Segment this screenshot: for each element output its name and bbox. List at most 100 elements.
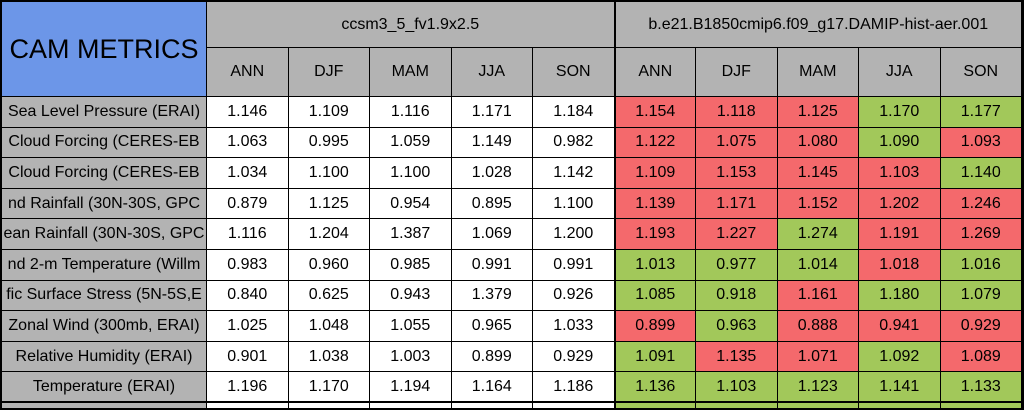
value-cell-ccsm3: 0.991 bbox=[451, 249, 533, 281]
value-cell-damip: 1.139 bbox=[614, 188, 696, 220]
value-cell-damip: 1.075 bbox=[696, 127, 778, 159]
value-cell-damip: 1.079 bbox=[940, 280, 1022, 312]
partial-next-row-label bbox=[2, 402, 207, 408]
value-cell-ccsm3: 1.034 bbox=[207, 158, 289, 189]
value-cell-ccsm3: 1.379 bbox=[451, 280, 533, 312]
partial-next-row-cell bbox=[451, 402, 533, 408]
value-cell-ccsm3: 1.194 bbox=[370, 372, 452, 403]
value-cell-damip: 1.161 bbox=[777, 280, 859, 312]
value-cell-ccsm3: 1.164 bbox=[451, 372, 533, 403]
metric-label: ean Rainfall (30N-30S, GPC bbox=[2, 219, 207, 250]
season-header: SON bbox=[533, 48, 615, 97]
value-cell-damip: 1.145 bbox=[777, 158, 859, 189]
value-cell-damip: 1.246 bbox=[940, 188, 1022, 220]
season-header: ANN bbox=[207, 48, 289, 97]
value-cell-ccsm3: 1.063 bbox=[207, 127, 289, 159]
value-cell-damip: 1.140 bbox=[940, 158, 1022, 189]
value-cell-damip: 1.170 bbox=[859, 97, 941, 128]
value-cell-damip: 1.269 bbox=[940, 219, 1022, 250]
value-cell-ccsm3: 0.954 bbox=[370, 188, 452, 220]
value-cell-ccsm3: 0.965 bbox=[451, 311, 533, 342]
model1-header: ccsm3_5_fv1.9x2.5 bbox=[207, 2, 615, 48]
value-cell-ccsm3: 1.142 bbox=[533, 158, 615, 189]
value-cell-damip: 0.888 bbox=[777, 311, 859, 342]
value-cell-damip: 1.227 bbox=[696, 219, 778, 250]
value-cell-ccsm3: 1.069 bbox=[451, 219, 533, 250]
metric-label: Zonal Wind (300mb, ERAI) bbox=[2, 311, 207, 342]
value-cell-damip: 1.152 bbox=[777, 188, 859, 220]
season-header: JJA bbox=[859, 48, 941, 97]
partial-next-row-cell bbox=[370, 402, 452, 408]
value-cell-damip: 1.154 bbox=[614, 97, 696, 128]
value-cell-damip: 1.153 bbox=[696, 158, 778, 189]
value-cell-ccsm3: 1.171 bbox=[451, 97, 533, 128]
value-cell-damip: 1.109 bbox=[614, 158, 696, 189]
value-cell-ccsm3: 1.059 bbox=[370, 127, 452, 159]
value-cell-damip: 1.071 bbox=[777, 341, 859, 373]
value-cell-damip: 1.191 bbox=[859, 219, 941, 250]
value-cell-ccsm3: 0.840 bbox=[207, 280, 289, 312]
value-cell-damip: 0.899 bbox=[614, 311, 696, 342]
value-cell-damip: 0.977 bbox=[696, 249, 778, 281]
value-cell-ccsm3: 1.200 bbox=[533, 219, 615, 250]
value-cell-damip: 1.085 bbox=[614, 280, 696, 312]
season-header: JJA bbox=[451, 48, 533, 97]
season-header: SON bbox=[940, 48, 1022, 97]
value-cell-ccsm3: 0.895 bbox=[451, 188, 533, 220]
partial-next-row-cell bbox=[533, 402, 615, 408]
value-cell-damip: 1.103 bbox=[696, 372, 778, 403]
value-cell-ccsm3: 0.926 bbox=[533, 280, 615, 312]
value-cell-ccsm3: 1.100 bbox=[370, 158, 452, 189]
value-cell-ccsm3: 1.003 bbox=[370, 341, 452, 373]
metric-label: Cloud Forcing (CERES-EB bbox=[2, 158, 207, 189]
value-cell-ccsm3: 1.146 bbox=[207, 97, 289, 128]
value-cell-ccsm3: 0.901 bbox=[207, 341, 289, 373]
value-cell-damip: 1.091 bbox=[614, 341, 696, 373]
value-cell-ccsm3: 1.033 bbox=[533, 311, 615, 342]
value-cell-ccsm3: 1.149 bbox=[451, 127, 533, 159]
partial-next-row-cell bbox=[940, 402, 1022, 408]
value-cell-ccsm3: 1.170 bbox=[288, 372, 370, 403]
value-cell-ccsm3: 1.184 bbox=[533, 97, 615, 128]
value-cell-damip: 1.274 bbox=[777, 219, 859, 250]
metric-label: nd Rainfall (30N-30S, GPC bbox=[2, 188, 207, 220]
value-cell-ccsm3: 0.982 bbox=[533, 127, 615, 159]
value-cell-ccsm3: 1.100 bbox=[533, 188, 615, 220]
value-cell-damip: 1.013 bbox=[614, 249, 696, 281]
value-cell-damip: 1.180 bbox=[859, 280, 941, 312]
season-header: MAM bbox=[370, 48, 452, 97]
season-header: DJF bbox=[288, 48, 370, 97]
value-cell-ccsm3: 1.204 bbox=[288, 219, 370, 250]
value-cell-ccsm3: 0.983 bbox=[207, 249, 289, 281]
value-cell-damip: 1.014 bbox=[777, 249, 859, 281]
value-cell-ccsm3: 1.186 bbox=[533, 372, 615, 403]
value-cell-ccsm3: 0.929 bbox=[533, 341, 615, 373]
value-cell-damip: 1.133 bbox=[940, 372, 1022, 403]
metric-label: Temperature (ERAI) bbox=[2, 372, 207, 403]
value-cell-damip: 1.089 bbox=[940, 341, 1022, 373]
value-cell-damip: 0.929 bbox=[940, 311, 1022, 342]
value-cell-ccsm3: 0.879 bbox=[207, 188, 289, 220]
value-cell-damip: 0.941 bbox=[859, 311, 941, 342]
season-header: DJF bbox=[696, 48, 778, 97]
partial-next-row-cell bbox=[207, 402, 289, 408]
value-cell-damip: 1.016 bbox=[940, 249, 1022, 281]
value-cell-damip: 1.135 bbox=[696, 341, 778, 373]
value-cell-ccsm3: 0.943 bbox=[370, 280, 452, 312]
value-cell-ccsm3: 0.625 bbox=[288, 280, 370, 312]
partial-next-row-cell bbox=[614, 402, 696, 408]
value-cell-ccsm3: 1.109 bbox=[288, 97, 370, 128]
value-cell-ccsm3: 1.048 bbox=[288, 311, 370, 342]
value-cell-damip: 0.963 bbox=[696, 311, 778, 342]
value-cell-ccsm3: 1.055 bbox=[370, 311, 452, 342]
partial-next-row-cell bbox=[288, 402, 370, 408]
value-cell-damip: 1.202 bbox=[859, 188, 941, 220]
value-cell-ccsm3: 0.995 bbox=[288, 127, 370, 159]
partial-next-row-cell bbox=[777, 402, 859, 408]
value-cell-damip: 1.125 bbox=[777, 97, 859, 128]
value-cell-ccsm3: 1.025 bbox=[207, 311, 289, 342]
value-cell-ccsm3: 1.196 bbox=[207, 372, 289, 403]
value-cell-damip: 1.103 bbox=[859, 158, 941, 189]
value-cell-damip: 1.171 bbox=[696, 188, 778, 220]
